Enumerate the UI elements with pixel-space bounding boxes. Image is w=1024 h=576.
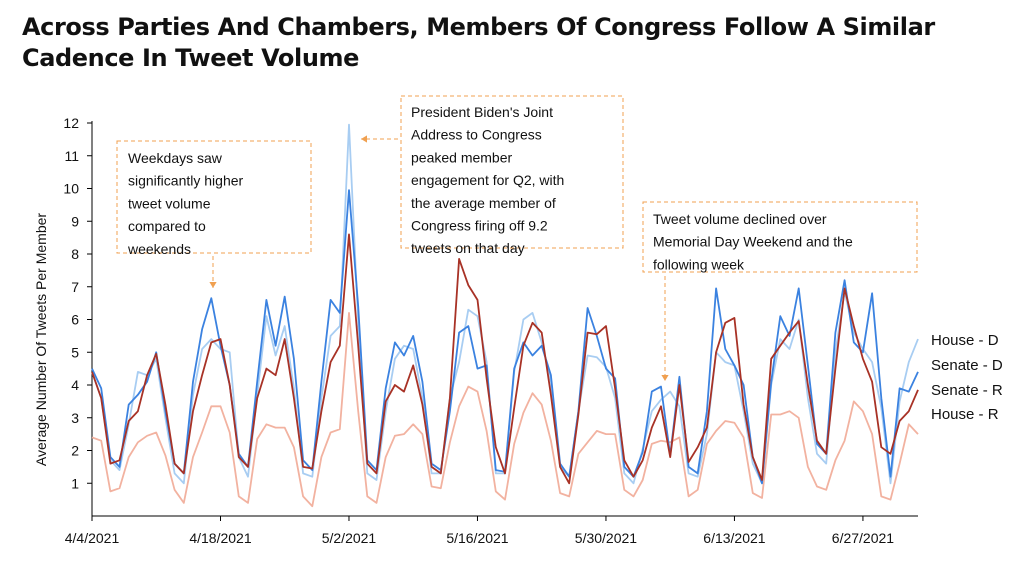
annotation-line: the average member of <box>411 195 556 211</box>
annotation-line: Weekdays saw <box>128 150 223 166</box>
y-tick-label: 10 <box>63 181 79 197</box>
annotation-line: following week <box>653 256 745 272</box>
annotation-arrowhead <box>209 282 217 288</box>
y-tick-label: 7 <box>71 279 79 295</box>
annotation-arrowhead <box>361 135 367 143</box>
y-tick-label: 11 <box>64 148 79 164</box>
chart-title: Across Parties And Chambers, Members Of … <box>22 13 935 72</box>
x-tick-label: 5/30/2021 <box>575 530 637 546</box>
annotation-line: Memorial Day Weekend and the <box>653 234 853 250</box>
annotation-line: tweets on that day <box>411 240 525 256</box>
y-tick-label: 4 <box>71 377 79 393</box>
x-tick-label: 4/4/2021 <box>65 530 120 546</box>
series-line-house-r <box>91 311 919 508</box>
annotation-line: engagement for Q2, with <box>411 172 564 188</box>
y-tick-label: 12 <box>63 115 79 131</box>
legend-entry: House - R <box>931 406 999 423</box>
y-tick-label: 6 <box>71 312 79 328</box>
series-line-senate-r <box>91 233 919 485</box>
legend: House - D Senate - D Senate - R House - R <box>931 332 1003 423</box>
x-tick-label: 4/18/2021 <box>189 530 251 546</box>
annotation-line: tweet volume <box>128 195 211 211</box>
annotation-box <box>400 95 624 249</box>
annotation-line: Address to Congress <box>411 127 542 143</box>
annotation-arrowhead <box>661 375 669 381</box>
series-lines <box>91 123 919 508</box>
y-tick-label: 8 <box>71 246 79 262</box>
y-tick-label: 9 <box>71 213 79 229</box>
annotation-text: Tweet volume declined over Memorial Day W… <box>653 211 853 272</box>
annotation-boxes: Weekdays saw significantly higher tweet vo… <box>116 95 918 381</box>
annotation-box <box>116 140 312 254</box>
y-tick-label: 2 <box>71 443 79 459</box>
x-tick-label: 6/13/2021 <box>703 530 765 546</box>
legend-entry: House - D <box>931 332 999 349</box>
annotation-line: Congress firing off 9.2 <box>411 218 548 234</box>
x-tick-label: 6/27/2021 <box>832 530 894 546</box>
y-axis-title: Average Number Of Tweets Per Member <box>33 213 49 466</box>
annotation-line: President Biden's Joint <box>411 104 553 120</box>
y-tick-label: 1 <box>71 475 79 491</box>
annotation-line: Tweet volume declined over <box>653 211 827 227</box>
legend-entry: Senate - R <box>931 382 1003 399</box>
annotation-line: significantly higher <box>128 173 244 189</box>
x-tick-label: 5/16/2021 <box>446 530 508 546</box>
y-tick-label: 5 <box>71 344 79 360</box>
annotation-line: compared to <box>128 218 206 234</box>
annotation-text: President Biden's Joint Address to Congre… <box>411 104 564 256</box>
annotation-line: weekends <box>127 241 191 257</box>
x-tick-label: 5/2/2021 <box>322 530 377 546</box>
annotation-text: Weekdays saw significantly higher tweet vo… <box>127 150 244 257</box>
y-tick-label: 3 <box>71 410 79 426</box>
annotation-box <box>642 201 918 273</box>
annotation-line: peaked member <box>411 149 513 165</box>
legend-entry: Senate - D <box>931 357 1003 374</box>
